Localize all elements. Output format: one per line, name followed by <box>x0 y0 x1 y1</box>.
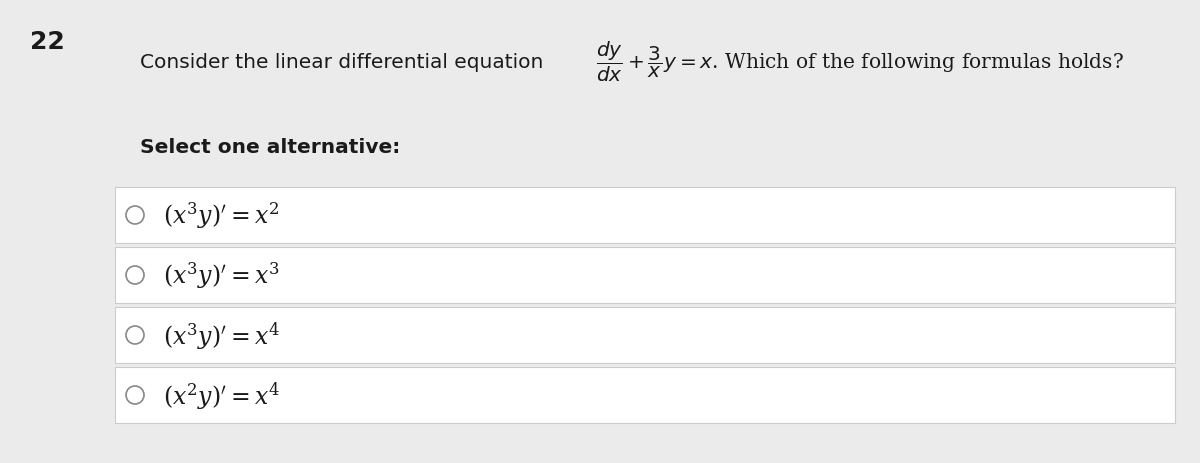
Bar <box>115 367 1175 423</box>
Text: $(x^3y)' = x^3$: $(x^3y)' = x^3$ <box>163 260 280 291</box>
Bar <box>115 188 1175 244</box>
Text: $\dfrac{dy}{dx} + \dfrac{3}{x}y = x$. Which of the following formulas holds?: $\dfrac{dy}{dx} + \dfrac{3}{x}y = x$. Wh… <box>596 40 1124 84</box>
Text: Select one alternative:: Select one alternative: <box>140 138 401 157</box>
Text: $(x^2y)' = x^4$: $(x^2y)' = x^4$ <box>163 380 281 411</box>
Text: $(x^3y)' = x^4$: $(x^3y)' = x^4$ <box>163 319 281 351</box>
Text: 22: 22 <box>30 30 65 54</box>
Text: $(x^3y)' = x^2$: $(x^3y)' = x^2$ <box>163 200 280 231</box>
Text: Consider the linear differential equation: Consider the linear differential equatio… <box>140 52 544 71</box>
Bar <box>115 307 1175 363</box>
Bar <box>115 247 1175 303</box>
